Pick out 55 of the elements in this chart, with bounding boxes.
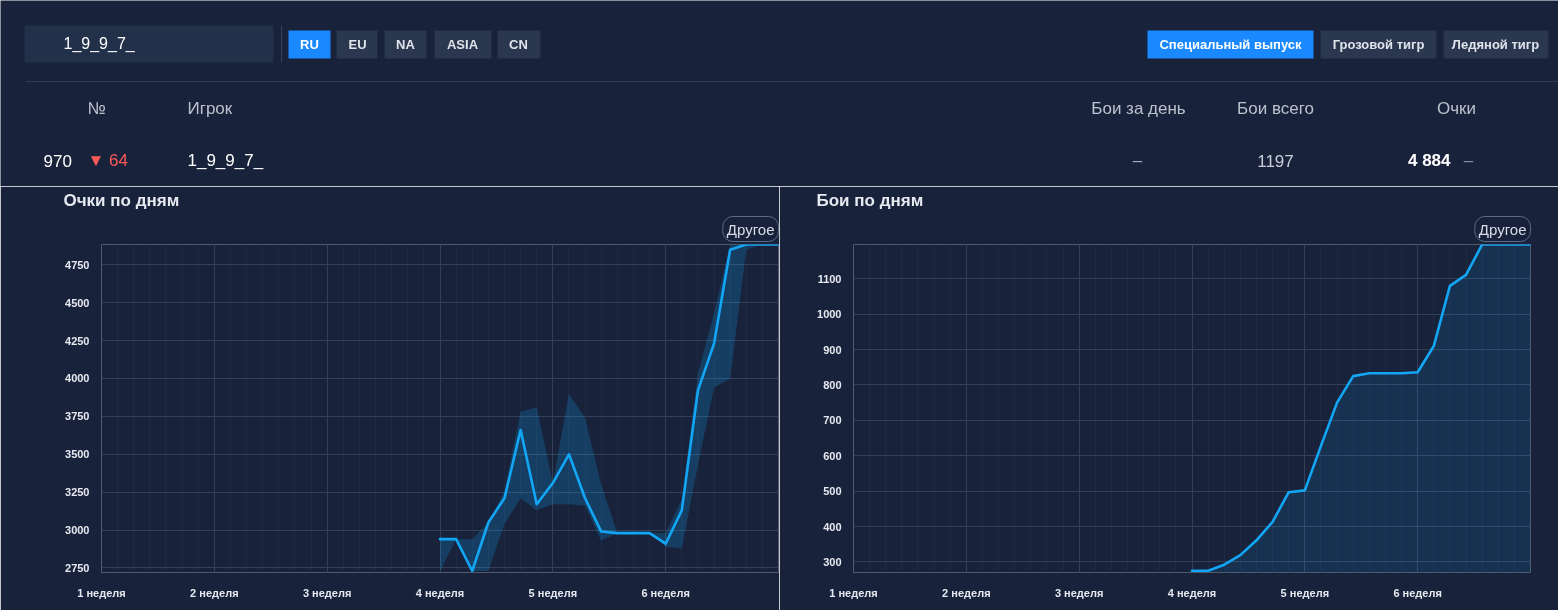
y-tick-label: 4000	[65, 372, 90, 385]
x-tick-label: 1 неделя	[829, 586, 878, 599]
y-tick-label: 4750	[65, 258, 90, 271]
x-tick-label: 6 неделя	[641, 586, 690, 599]
y-tick-label: 3750	[65, 410, 90, 423]
x-tick-label: 4 неделя	[1167, 586, 1217, 599]
text: 1_9_9_7_	[187, 151, 264, 170]
y-tick-label: 300	[823, 555, 842, 568]
text: –	[1132, 151, 1143, 170]
y-tick-label: 600	[823, 449, 842, 462]
x-tick-label: 3 неделя	[302, 586, 352, 599]
y-tick-label: 900	[823, 343, 842, 356]
text: 970	[43, 151, 72, 171]
y-tick-label: 1100	[817, 272, 842, 285]
x-tick-label: 4 неделя	[415, 586, 465, 599]
text: ▼ 64	[87, 151, 128, 170]
x-tick-label: 5 неделя	[528, 586, 578, 599]
x-tick-label: 1 неделя	[77, 586, 126, 599]
y-tick-label: 400	[823, 520, 842, 533]
y-tick-label: 4250	[65, 334, 90, 347]
x-tick-label: 3 неделя	[1054, 586, 1104, 599]
x-tick-label: 2 неделя	[942, 586, 991, 599]
y-tick-label: 4500	[65, 296, 90, 309]
y-tick-label: 500	[823, 485, 842, 498]
text: –	[1463, 151, 1474, 170]
y-tick-label: 700	[823, 414, 842, 427]
text: №	[87, 99, 106, 118]
text: Бои за день	[1091, 99, 1186, 118]
text: EU	[348, 37, 367, 52]
text: Другое	[1478, 220, 1527, 238]
text: Бои всего	[1237, 99, 1314, 118]
text: RU	[300, 37, 319, 52]
text: Другое	[726, 220, 775, 238]
text: Игрок	[187, 99, 233, 118]
text: Специальный выпуск	[1159, 37, 1303, 52]
text: 1197	[1257, 151, 1294, 171]
y-tick-label: 3000	[65, 524, 90, 537]
chart-title: Очки по дням	[63, 190, 180, 210]
text: Грозовой тигр	[1332, 37, 1425, 52]
y-tick-label: 3500	[65, 448, 90, 461]
y-tick-label: 800	[823, 378, 842, 391]
text: 1_9_9_7_	[63, 35, 136, 53]
text: Очки	[1436, 99, 1477, 118]
x-tick-label: 5 неделя	[1280, 586, 1330, 599]
x-tick-label: 2 неделя	[190, 586, 239, 599]
text: Ледяной тигр	[1451, 37, 1540, 52]
y-tick-label: 3250	[65, 486, 90, 499]
x-tick-label: 6 неделя	[1393, 586, 1442, 599]
text: 4 884	[1407, 151, 1452, 170]
text: NA	[396, 37, 416, 52]
chart-title: Бои по дням	[816, 190, 924, 210]
text: ASIA	[446, 37, 479, 52]
y-tick-label: 1000	[817, 308, 842, 321]
text: CN	[509, 37, 528, 52]
y-tick-label: 2750	[65, 561, 90, 574]
